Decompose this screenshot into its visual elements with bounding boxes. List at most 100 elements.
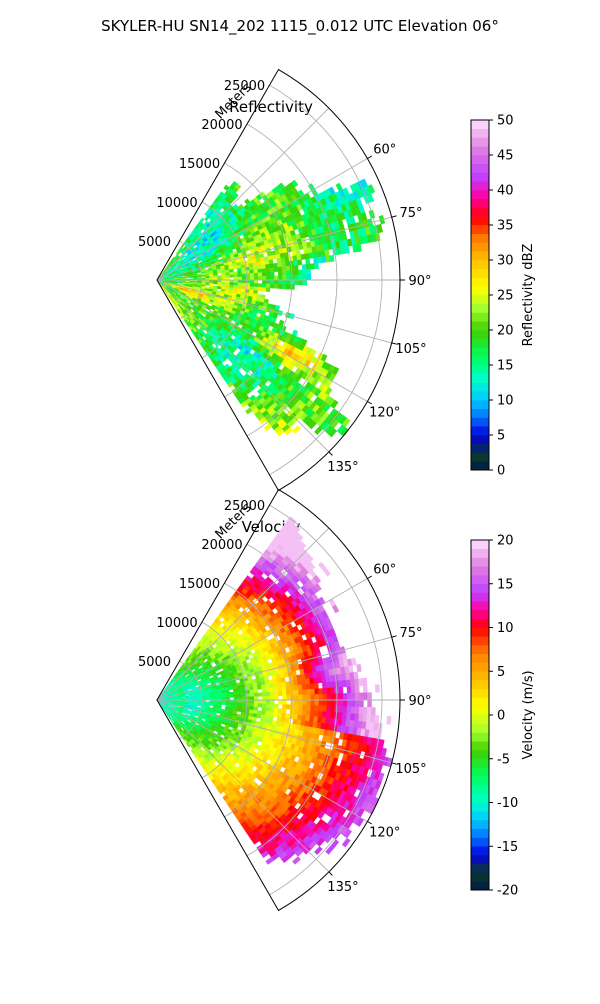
data-cell xyxy=(197,704,201,706)
data-cell xyxy=(356,244,361,252)
data-cell xyxy=(294,265,298,270)
data-cell xyxy=(286,691,290,696)
data-cell xyxy=(273,712,278,717)
colorbar-tick-label: 20 xyxy=(497,324,514,339)
data-cell xyxy=(242,274,246,277)
data-cell xyxy=(299,695,303,700)
range-tick-label: 10000 xyxy=(156,196,197,211)
data-cell xyxy=(327,688,331,694)
data-cell xyxy=(310,711,315,717)
data-cell xyxy=(315,706,319,712)
data-cell xyxy=(282,284,286,289)
data-cell xyxy=(282,695,286,700)
colorbar-segment xyxy=(471,216,489,225)
data-cell xyxy=(189,276,193,278)
data-cell xyxy=(266,696,270,700)
colorbar-segment xyxy=(471,278,489,287)
data-cell xyxy=(331,700,335,706)
data-cell xyxy=(262,689,266,693)
data-cell xyxy=(254,273,258,277)
data-cell xyxy=(274,267,278,272)
data-cell xyxy=(294,270,298,275)
data-cell xyxy=(270,692,274,696)
data-cell xyxy=(306,710,310,716)
colorbar-segment xyxy=(471,138,489,147)
data-cell xyxy=(270,688,274,692)
data-cell xyxy=(254,276,258,280)
data-cell xyxy=(250,283,254,287)
data-cell xyxy=(359,707,363,714)
data-cell xyxy=(291,695,295,700)
data-cell xyxy=(230,272,234,275)
data-cell xyxy=(295,280,299,285)
colorbar-segment xyxy=(471,313,489,322)
data-cell xyxy=(278,276,282,280)
data-cell xyxy=(310,263,315,269)
data-cell xyxy=(266,268,270,272)
data-cell xyxy=(298,710,302,715)
data-cell xyxy=(278,691,282,696)
colorbar-segment xyxy=(471,444,489,453)
data-cell xyxy=(262,287,266,291)
data-cell xyxy=(266,272,270,276)
data-cell xyxy=(242,691,246,694)
data-cell xyxy=(307,695,311,700)
data-cell xyxy=(342,713,347,720)
data-cell xyxy=(359,693,363,700)
data-cell xyxy=(230,695,234,698)
data-cell xyxy=(262,707,266,711)
data-cell xyxy=(218,275,222,277)
colorbar-segment xyxy=(471,321,489,330)
data-cell xyxy=(250,277,254,280)
colorbar-segment xyxy=(471,348,489,357)
colorbar-segment xyxy=(471,339,489,348)
data-cell xyxy=(282,704,286,709)
data-cell xyxy=(250,273,254,277)
data-cell xyxy=(351,686,355,693)
colorbar-segment xyxy=(471,208,489,217)
data-cell xyxy=(338,713,343,720)
data-cell xyxy=(303,275,307,280)
data-cell xyxy=(351,700,355,707)
data-cell xyxy=(281,682,286,687)
data-cell xyxy=(270,708,274,712)
data-cell xyxy=(347,693,351,700)
data-cell xyxy=(282,691,286,696)
data-cell xyxy=(298,705,302,710)
data-cell xyxy=(354,672,359,679)
data-cell xyxy=(342,680,347,687)
azimuth-tick-label: 75° xyxy=(400,206,423,221)
colorbar-segment xyxy=(471,286,489,295)
data-cell xyxy=(307,275,311,280)
data-cell xyxy=(299,275,303,280)
data-cell xyxy=(254,287,258,291)
data-cell xyxy=(253,686,257,690)
data-cell xyxy=(266,280,270,284)
colorbar-segment xyxy=(471,330,489,339)
data-cell xyxy=(257,685,261,689)
data-cell xyxy=(311,689,315,695)
data-cell xyxy=(242,700,246,703)
data-cell xyxy=(315,689,319,695)
data-cell xyxy=(269,260,274,265)
data-cell xyxy=(233,266,237,269)
data-cell xyxy=(325,250,330,257)
data-cell xyxy=(294,705,298,710)
colorbar-segment xyxy=(471,269,489,278)
data-cell xyxy=(274,276,278,280)
data-cell xyxy=(306,684,310,690)
data-cell xyxy=(295,700,299,705)
azimuth-tick-label: 90° xyxy=(408,274,431,289)
data-cell xyxy=(339,706,343,713)
data-cell xyxy=(222,695,226,698)
data-cell xyxy=(270,280,274,284)
data-cell xyxy=(250,697,254,700)
data-cell xyxy=(226,695,230,698)
data-cell xyxy=(329,255,334,262)
azimuth-tick xyxy=(367,156,371,159)
data-cell xyxy=(217,286,221,289)
data-cell xyxy=(266,704,270,708)
data-cell xyxy=(266,688,270,692)
data-cell xyxy=(262,280,266,284)
data-cell xyxy=(254,280,258,284)
